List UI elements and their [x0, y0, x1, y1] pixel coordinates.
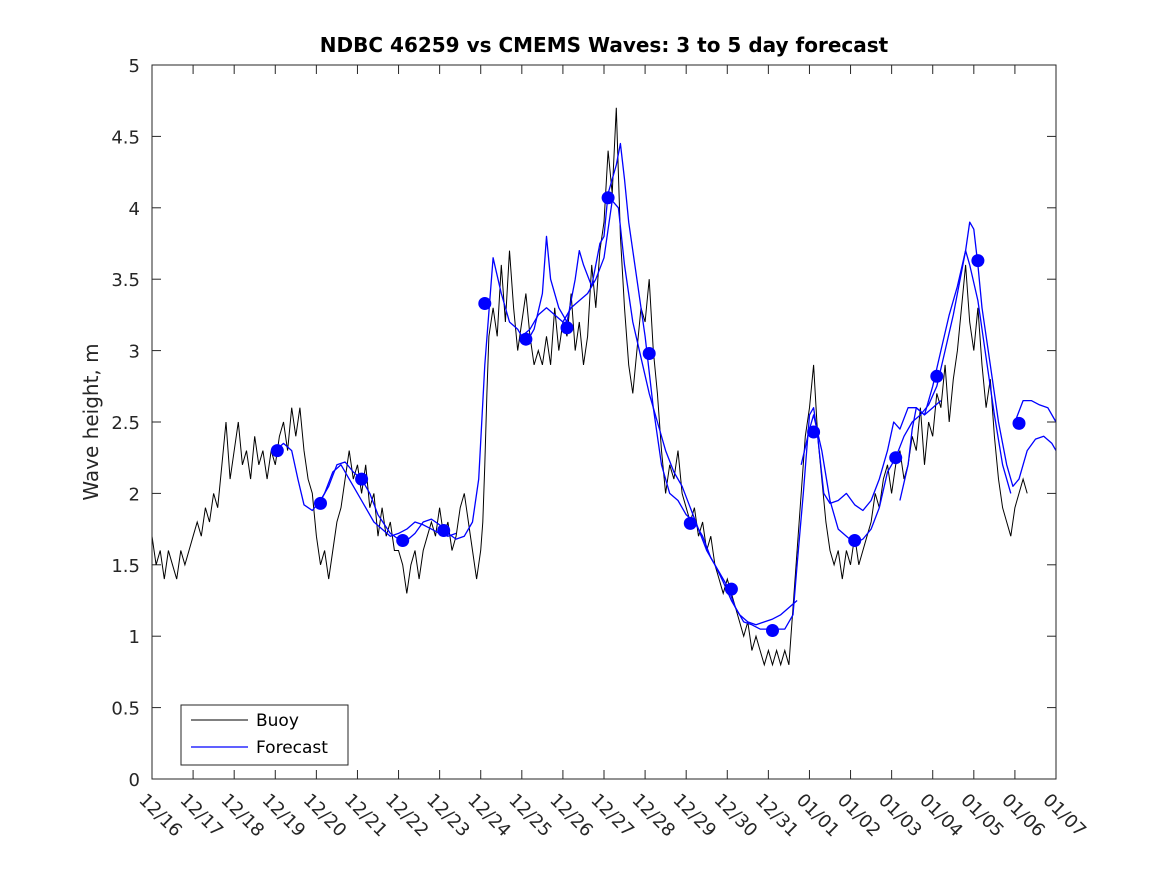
forecast-marker	[601, 191, 615, 205]
legend-forecast-label: Forecast	[256, 738, 328, 758]
forecast-marker	[683, 516, 697, 530]
y-tick-label: 3	[129, 342, 140, 363]
forecast-marker	[396, 534, 410, 547]
forecast-marker	[314, 496, 327, 510]
forecast-series-line	[800, 249, 1012, 545]
legend: Buoy Forecast	[180, 704, 349, 766]
forecast-marker	[807, 425, 821, 439]
forecast-marker	[889, 451, 903, 465]
legend-box	[180, 704, 349, 766]
y-tick-label: 4.5	[111, 127, 140, 148]
y-tick-label: 1	[129, 627, 140, 648]
forecast-marker	[930, 369, 944, 383]
y-tick-label: 2.5	[111, 413, 140, 434]
chart-title: NDBC 46259 vs CMEMS Waves: 3 to 5 day fo…	[320, 33, 889, 57]
axis-ticks	[151, 64, 1057, 780]
forecast-marker	[519, 332, 533, 346]
forecast-marker	[766, 624, 779, 637]
forecast-marker	[437, 524, 451, 537]
forecast-series-line	[899, 400, 942, 501]
plot-area	[152, 65, 1056, 779]
forecast-marker	[560, 321, 574, 335]
y-tick-label: 0	[129, 770, 140, 791]
y-axis-label: Wave height, m	[79, 343, 103, 500]
forecast-marker	[971, 254, 985, 268]
series-layer	[151, 107, 1057, 667]
y-tick-label: 5	[129, 56, 140, 77]
forecast-marker	[1012, 416, 1026, 430]
y-tick-label: 2	[129, 484, 140, 505]
forecast-marker	[478, 297, 492, 310]
legend-buoy-label: Buoy	[256, 711, 299, 731]
y-tick-label: 4	[129, 199, 140, 220]
forecast-marker	[270, 444, 284, 458]
y-tick-label: 1.5	[111, 556, 140, 577]
forecast-marker	[642, 347, 656, 360]
forecast-marker	[355, 472, 369, 486]
plot-frame	[151, 64, 1057, 780]
y-tick-label: 0.5	[111, 699, 140, 720]
forecast-series-line	[521, 200, 798, 626]
forecast-series-line	[1014, 399, 1057, 423]
y-tick-label: 3.5	[111, 270, 140, 291]
forecast-series-line	[315, 464, 457, 537]
forecast-marker	[724, 582, 738, 596]
forecast-marker	[848, 534, 862, 547]
